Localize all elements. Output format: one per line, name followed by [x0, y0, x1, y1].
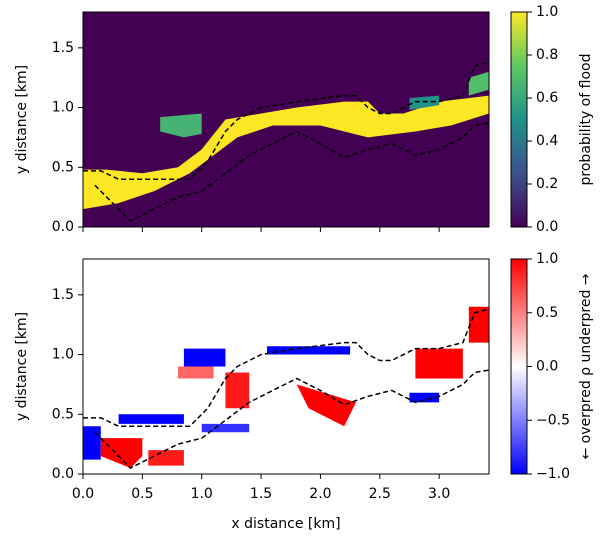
x-tick-label: 1.5 [250, 486, 272, 502]
cell-region [160, 113, 202, 138]
contour-line [94, 122, 489, 222]
contour-line [94, 369, 489, 469]
x-tick-label: 2.0 [309, 486, 331, 502]
cell-region [201, 423, 250, 433]
colorbar [510, 11, 528, 228]
cell-region [409, 392, 440, 403]
y-tick-label: 0.0 [52, 219, 74, 235]
cell-region [225, 372, 250, 409]
colorbar-tick-label: 0.8 [536, 47, 558, 63]
colorbar-tick-label: −1.0 [536, 466, 570, 482]
y-tick-label: 1.5 [52, 40, 74, 56]
x-axis-label: x distance [km] [231, 516, 340, 532]
axes-frame [82, 258, 490, 475]
cell-region [100, 438, 143, 469]
y-tick-label: 1.5 [52, 287, 74, 303]
y-tick-label: 0.5 [52, 406, 74, 422]
colorbar-tick-label: 0.6 [536, 90, 558, 106]
y-tick-label: 0.0 [52, 466, 74, 482]
cell-region [296, 384, 357, 427]
cell-region [83, 95, 489, 210]
cell-region [409, 95, 440, 110]
colorbar-tick-label: 0.0 [536, 219, 558, 235]
colorbar-tick-label: 1.0 [536, 251, 558, 267]
x-tick-label: 1.0 [191, 486, 213, 502]
colorbar-label: probability of flood [578, 54, 594, 186]
panel [83, 259, 489, 474]
colorbar-tick-label: 1.0 [536, 4, 558, 20]
cell-region [118, 414, 184, 424]
y-axis-label: y distance [km] [14, 65, 30, 174]
x-tick-label: 0.0 [72, 486, 94, 502]
y-tick-label: 1.0 [52, 100, 74, 116]
cell-region [267, 346, 351, 355]
cell-region [83, 426, 101, 460]
cell-region [468, 306, 489, 343]
colorbar-tick-label: −0.5 [536, 412, 570, 428]
colorbar-tick-label: 0.2 [536, 176, 558, 192]
y-tick-label: 1.0 [52, 347, 74, 363]
y-tick-label: 0.5 [52, 159, 74, 175]
x-tick-label: 2.5 [369, 486, 391, 502]
cell-region [468, 71, 489, 96]
y-axis-label: y distance [km] [14, 312, 30, 421]
axes-frame [82, 11, 490, 228]
cell-region [177, 366, 214, 379]
x-tick-label: 0.5 [131, 486, 153, 502]
panel [83, 12, 489, 227]
cell-region [415, 348, 463, 379]
contour-line [83, 61, 489, 180]
cell-region [148, 450, 184, 466]
colorbar [510, 258, 528, 475]
x-tick-label: 3.0 [428, 486, 450, 502]
colorbar-tick-label: 0.4 [536, 133, 558, 149]
cell-region [183, 348, 226, 367]
colorbar-tick-label: 0.0 [536, 359, 558, 375]
contour-line [83, 308, 489, 427]
colorbar-tick-label: 0.5 [536, 305, 558, 321]
colorbar-label: ← overpred ρ underpred → [578, 273, 594, 459]
